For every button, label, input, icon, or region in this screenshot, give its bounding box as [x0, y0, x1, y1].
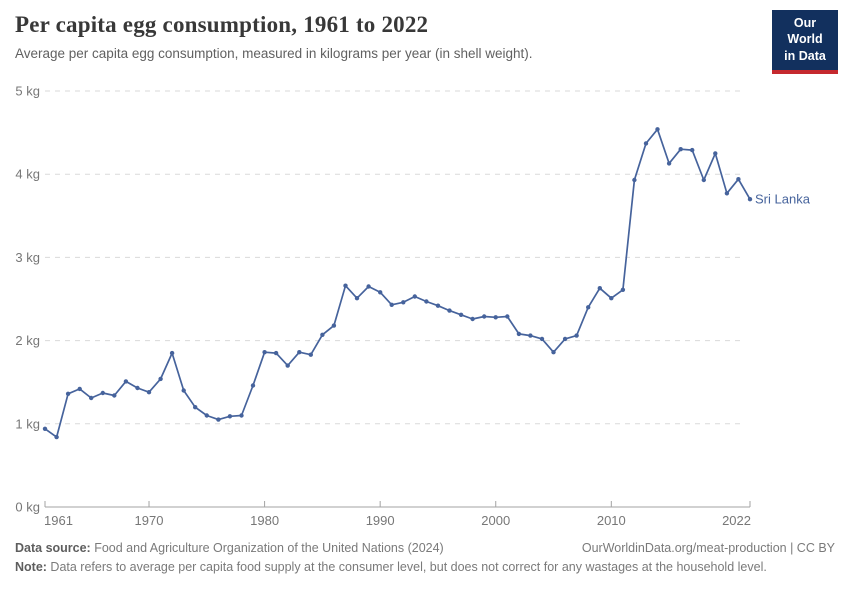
data-point[interactable]: [285, 363, 290, 368]
data-point[interactable]: [54, 434, 59, 440]
data-source-value: Food and Agriculture Organization of the…: [90, 541, 444, 555]
data-point[interactable]: [158, 376, 163, 382]
data-point[interactable]: [747, 197, 753, 202]
y-axis-tick-label: 1 kg: [15, 416, 40, 431]
data-point[interactable]: [320, 332, 325, 337]
footer-note: Note: Data refers to average per capita …: [15, 560, 835, 574]
data-point[interactable]: [574, 333, 579, 338]
data-point[interactable]: [389, 302, 394, 307]
data-point[interactable]: [435, 303, 441, 308]
data-point[interactable]: [181, 388, 186, 393]
y-axis-tick-label: 5 kg: [15, 84, 40, 99]
data-point[interactable]: [412, 294, 417, 299]
chart-title: Per capita egg consumption, 1961 to 2022: [15, 12, 429, 37]
data-point[interactable]: [482, 314, 487, 319]
data-point[interactable]: [216, 417, 221, 422]
data-point[interactable]: [343, 283, 348, 288]
x-axis-tick-label: 2010: [597, 513, 626, 528]
data-point[interactable]: [135, 385, 140, 391]
data-point[interactable]: [724, 191, 730, 196]
data-point[interactable]: [597, 286, 602, 291]
data-point[interactable]: [586, 305, 591, 310]
x-axis-tick-label: 2000: [481, 513, 510, 528]
data-point[interactable]: [112, 393, 117, 398]
data-point[interactable]: [297, 350, 302, 355]
data-point[interactable]: [609, 296, 614, 301]
x-axis-tick-label: 1980: [250, 513, 279, 528]
owid-logo-line1: Our World: [787, 16, 823, 47]
data-point[interactable]: [458, 312, 464, 317]
data-point[interactable]: [100, 390, 106, 396]
data-point[interactable]: [378, 290, 383, 295]
data-point[interactable]: [193, 405, 198, 410]
data-point[interactable]: [366, 284, 371, 289]
footer-link[interactable]: OurWorldinData.org/meat-production | CC …: [581, 541, 835, 555]
data-point[interactable]: [620, 287, 626, 292]
line-chart[interactable]: 0 kg 1 kg 2 kg 3 kg 4 kg 5 kg 1961 1970 1980 1990…: [0, 0, 850, 540]
data-point[interactable]: [146, 390, 152, 395]
x-axis-tick-label: 2022: [722, 513, 751, 528]
data-point[interactable]: [562, 336, 568, 342]
data-point[interactable]: [65, 391, 71, 396]
y-axis-tick-label: 0 kg: [15, 500, 40, 515]
data-point[interactable]: [401, 300, 406, 305]
series-label-sri-lanka[interactable]: Sri Lanka: [755, 192, 811, 207]
chart-header: Per capita egg consumption, 1961 to 2022…: [15, 12, 835, 61]
data-point[interactable]: [447, 308, 452, 313]
data-point[interactable]: [678, 147, 683, 152]
data-point[interactable]: [713, 151, 718, 156]
data-point[interactable]: [308, 352, 313, 357]
footer-source-row: Data source: Food and Agriculture Organi…: [15, 541, 835, 555]
data-point[interactable]: [493, 315, 498, 320]
note-label: Note:: [15, 560, 47, 574]
data-point[interactable]: [632, 177, 637, 183]
chart-subtitle: Average per capita egg consumption, meas…: [15, 46, 533, 61]
y-axis-tick-label: 2 kg: [15, 333, 40, 348]
data-point[interactable]: [77, 386, 82, 392]
y-axis-tick-label: 4 kg: [15, 167, 40, 182]
data-point[interactable]: [331, 323, 337, 328]
owid-logo[interactable]: Our World in Data: [772, 10, 838, 74]
data-point[interactable]: [470, 316, 475, 322]
x-axis-tick-label: 1970: [135, 513, 164, 528]
data-point[interactable]: [666, 161, 672, 166]
data-point[interactable]: [42, 426, 48, 431]
data-point[interactable]: [204, 413, 209, 418]
y-axis-tick-label: 3 kg: [15, 250, 40, 265]
owid-logo-line2: in Data: [784, 48, 826, 63]
data-point[interactable]: [239, 413, 244, 418]
series-line-sri-lanka[interactable]: [44, 128, 751, 438]
data-source-label: Data source:: [15, 541, 91, 555]
data-point[interactable]: [690, 147, 695, 153]
data-point[interactable]: [736, 177, 741, 182]
data-point[interactable]: [424, 299, 429, 304]
data-point[interactable]: [227, 414, 233, 419]
data-point[interactable]: [262, 350, 267, 355]
data-point[interactable]: [89, 395, 94, 401]
data-point[interactable]: [643, 141, 649, 146]
data-source-text: Data source: Food and Agriculture Organi…: [15, 541, 444, 555]
x-axis-tick-label: 1990: [366, 513, 395, 528]
data-point[interactable]: [655, 127, 660, 132]
data-point[interactable]: [701, 177, 706, 183]
note-value: Data refers to average per capita food s…: [46, 560, 767, 574]
chart-footer: Data source: Food and Agriculture Organi…: [15, 541, 835, 574]
data-point[interactable]: [516, 331, 522, 337]
data-point[interactable]: [169, 350, 175, 356]
data-point[interactable]: [551, 350, 556, 355]
data-point[interactable]: [354, 296, 360, 301]
x-axis-tick-label: 1961: [44, 513, 73, 528]
data-point[interactable]: [505, 314, 510, 319]
data-point[interactable]: [123, 379, 129, 384]
data-point[interactable]: [539, 336, 545, 342]
data-point[interactable]: [250, 383, 256, 388]
data-point[interactable]: [273, 350, 279, 356]
data-point[interactable]: [528, 333, 533, 338]
